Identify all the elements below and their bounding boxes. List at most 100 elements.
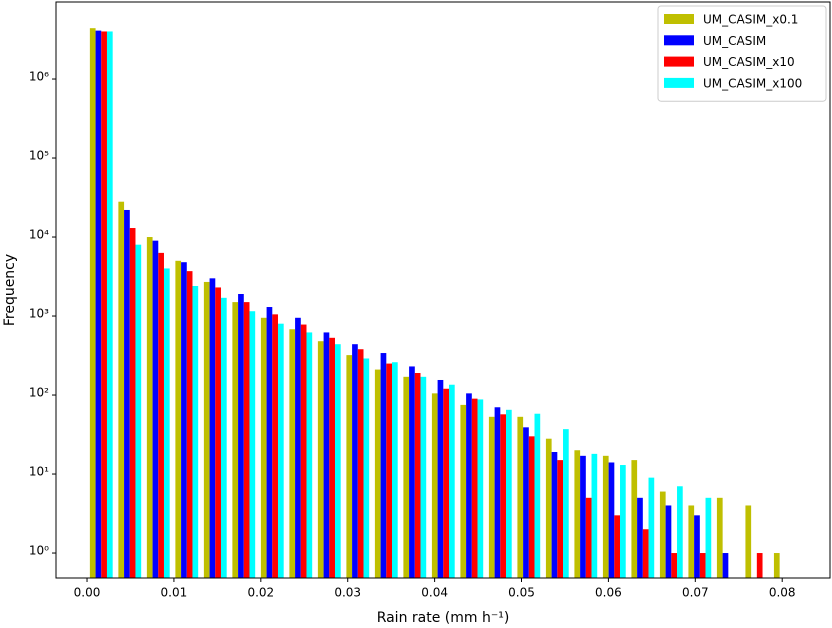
- x-tick-label: 0.07: [682, 586, 709, 600]
- bar: [374, 369, 381, 578]
- bar: [563, 429, 569, 578]
- legend-label: UM_CASIM_x100: [703, 76, 802, 90]
- y-tick-label: 10¹: [29, 465, 49, 479]
- bar: [118, 201, 125, 578]
- bar: [306, 332, 313, 578]
- bar: [232, 302, 239, 578]
- bar: [699, 553, 706, 578]
- bar: [557, 460, 564, 578]
- bar: [466, 393, 472, 578]
- bar: [391, 362, 398, 578]
- bar: [637, 497, 643, 578]
- bar: [101, 31, 107, 578]
- y-tick-label: 10⁵: [29, 149, 49, 163]
- bar: [266, 307, 273, 578]
- bar: [705, 497, 712, 578]
- bar: [517, 416, 524, 578]
- bar: [243, 302, 250, 578]
- bar: [295, 317, 301, 578]
- bar: [437, 379, 444, 578]
- legend-swatch: [664, 35, 694, 46]
- bar: [608, 462, 615, 578]
- bar: [220, 297, 227, 578]
- bar: [756, 553, 763, 578]
- bar: [551, 452, 558, 578]
- bar: [460, 404, 467, 578]
- bar: [380, 353, 387, 578]
- bar: [585, 497, 592, 578]
- bar: [665, 505, 672, 578]
- bar: [289, 329, 296, 578]
- bar: [192, 285, 199, 578]
- bar: [648, 477, 655, 578]
- bar: [591, 453, 598, 578]
- bar: [488, 416, 495, 578]
- bar: [215, 287, 221, 578]
- bar: [95, 30, 102, 579]
- bar: [449, 384, 455, 578]
- bar: [500, 414, 507, 578]
- legend-box: [657, 5, 827, 102]
- bar: [620, 465, 626, 578]
- bar: [477, 399, 484, 578]
- bar: [642, 529, 649, 578]
- bar: [523, 427, 529, 578]
- bar: [386, 363, 392, 578]
- bar: [124, 209, 130, 578]
- bar: [135, 244, 142, 578]
- bar: [403, 376, 410, 578]
- bar: [745, 505, 752, 578]
- bar: [249, 311, 256, 578]
- bar: [688, 505, 695, 578]
- y-axis-label: Frequency: [2, 254, 18, 326]
- bar: [602, 455, 609, 578]
- bar: [89, 28, 96, 579]
- bar: [574, 450, 581, 578]
- bar: [528, 436, 535, 578]
- bar: [631, 460, 638, 578]
- x-tick-label: 0.03: [334, 586, 361, 600]
- x-tick-label: 0.05: [508, 586, 535, 600]
- x-tick-label: 0.08: [769, 586, 796, 600]
- bar: [323, 332, 330, 578]
- bar: [716, 497, 723, 578]
- bar: [106, 31, 113, 578]
- bar: [357, 349, 364, 578]
- bar: [534, 413, 541, 578]
- bar: [431, 393, 438, 578]
- bar: [420, 376, 427, 578]
- bar: [175, 260, 182, 578]
- legend-swatch: [664, 14, 694, 24]
- bar: [443, 388, 450, 578]
- bar: [506, 409, 512, 578]
- bar: [329, 337, 335, 578]
- bar: [203, 281, 210, 578]
- x-tick-label: 0.01: [161, 586, 188, 600]
- x-tick-label: 0.04: [421, 586, 448, 600]
- legend-label: UM_CASIM_x0.1: [703, 13, 798, 27]
- legend-swatch: [664, 77, 694, 88]
- bar: [545, 438, 552, 578]
- bar: [334, 344, 341, 578]
- y-tick-label: 10⁴: [29, 228, 49, 242]
- bar: [614, 515, 621, 578]
- x-tick-label: 0.00: [74, 586, 101, 600]
- bar: [129, 228, 136, 578]
- bar: [494, 407, 501, 578]
- bar: [352, 344, 358, 578]
- y-tick-label: 10⁶: [29, 70, 49, 84]
- bar: [346, 355, 353, 578]
- bar: [659, 491, 666, 578]
- bar: [163, 268, 170, 578]
- x-tick-label: 0.02: [247, 586, 274, 600]
- bar: [272, 314, 278, 578]
- y-tick-label: 10²: [29, 386, 49, 400]
- bar: [363, 358, 370, 578]
- bar: [694, 515, 700, 578]
- bar: [209, 278, 216, 578]
- bar: [158, 252, 164, 578]
- bar: [317, 341, 324, 578]
- legend-label: UM_CASIM_x10: [703, 55, 795, 69]
- bar: [260, 317, 267, 578]
- y-tick-label: 10⁰: [29, 544, 49, 558]
